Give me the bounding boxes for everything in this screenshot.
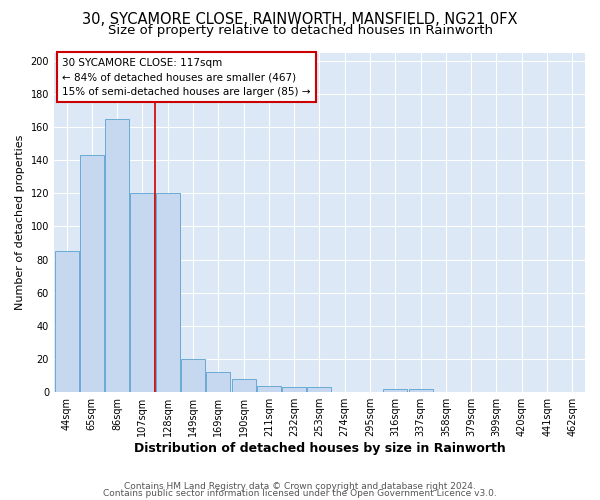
- Text: 30 SYCAMORE CLOSE: 117sqm
← 84% of detached houses are smaller (467)
15% of semi: 30 SYCAMORE CLOSE: 117sqm ← 84% of detac…: [62, 58, 310, 97]
- Bar: [156, 194, 180, 392]
- Bar: [307, 387, 331, 392]
- Bar: [282, 387, 306, 392]
- Bar: [232, 379, 256, 392]
- X-axis label: Distribution of detached houses by size in Rainworth: Distribution of detached houses by size …: [134, 442, 505, 455]
- Text: Size of property relative to detached houses in Rainworth: Size of property relative to detached ho…: [107, 24, 493, 37]
- Bar: [206, 372, 230, 392]
- Bar: [130, 194, 154, 392]
- Bar: [181, 359, 205, 392]
- Bar: [383, 389, 407, 392]
- Y-axis label: Number of detached properties: Number of detached properties: [15, 134, 25, 310]
- Text: Contains HM Land Registry data © Crown copyright and database right 2024.: Contains HM Land Registry data © Crown c…: [124, 482, 476, 491]
- Text: Contains public sector information licensed under the Open Government Licence v3: Contains public sector information licen…: [103, 490, 497, 498]
- Bar: [55, 252, 79, 392]
- Text: 30, SYCAMORE CLOSE, RAINWORTH, MANSFIELD, NG21 0FX: 30, SYCAMORE CLOSE, RAINWORTH, MANSFIELD…: [82, 12, 518, 28]
- Bar: [257, 386, 281, 392]
- Bar: [80, 155, 104, 392]
- Bar: [409, 389, 433, 392]
- Bar: [105, 119, 129, 392]
